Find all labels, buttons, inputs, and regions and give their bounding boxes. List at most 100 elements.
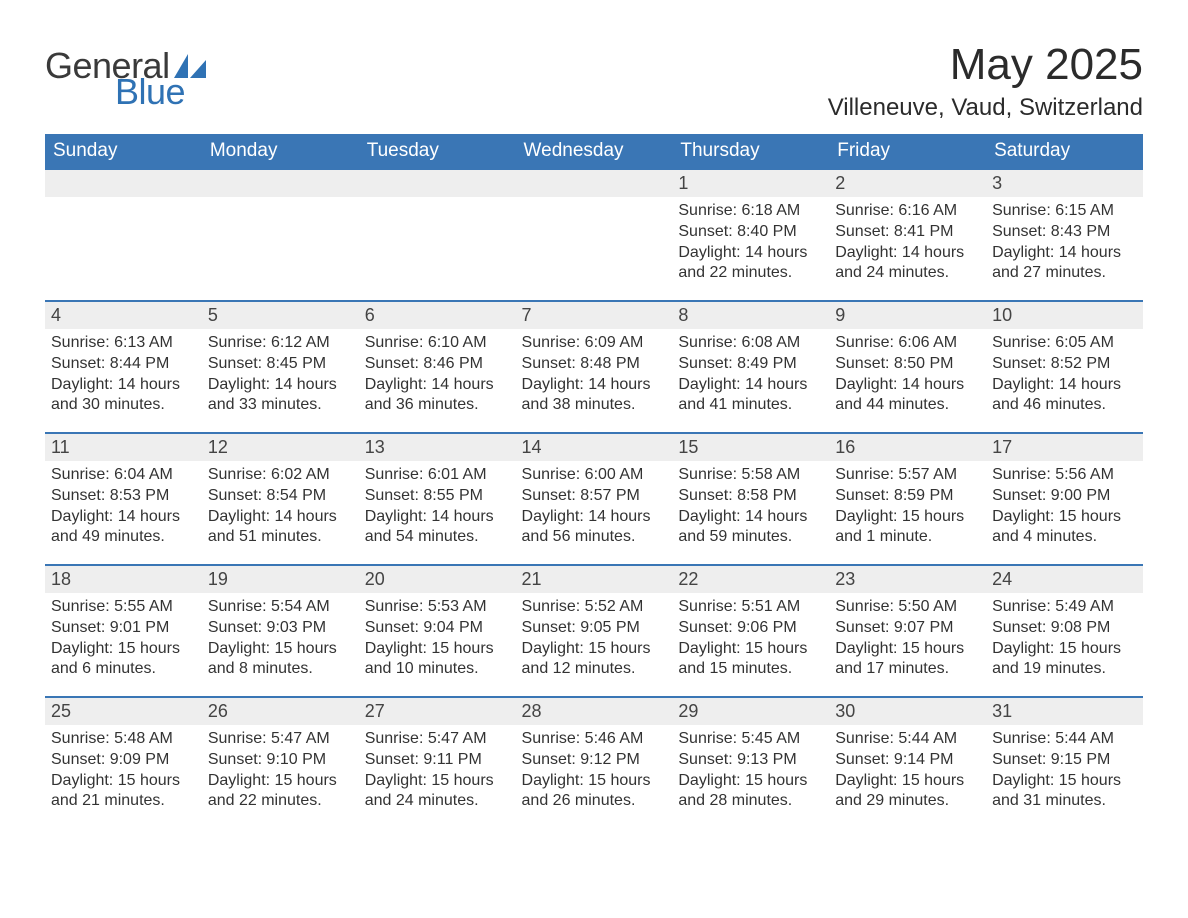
day-details: Sunrise: 6:13 AMSunset: 8:44 PMDaylight:… [45, 329, 202, 420]
daylight-text: Daylight: 15 hours and 31 minutes. [992, 771, 1137, 813]
sunrise-text: Sunrise: 5:52 AM [522, 597, 667, 618]
daylight-text: Daylight: 14 hours and 54 minutes. [365, 507, 510, 549]
day-details: Sunrise: 5:44 AMSunset: 9:15 PMDaylight:… [986, 725, 1143, 816]
calendar-day-cell: 9Sunrise: 6:06 AMSunset: 8:50 PMDaylight… [829, 301, 986, 433]
day-details: Sunrise: 5:58 AMSunset: 8:58 PMDaylight:… [672, 461, 829, 552]
sunrise-text: Sunrise: 5:47 AM [208, 729, 353, 750]
calendar-day-cell: 30Sunrise: 5:44 AMSunset: 9:14 PMDayligh… [829, 697, 986, 829]
calendar-day-cell: 27Sunrise: 5:47 AMSunset: 9:11 PMDayligh… [359, 697, 516, 829]
day-number: 9 [829, 302, 986, 329]
day-number: 24 [986, 566, 1143, 593]
calendar-day-cell: 19Sunrise: 5:54 AMSunset: 9:03 PMDayligh… [202, 565, 359, 697]
daylight-text: Daylight: 15 hours and 12 minutes. [522, 639, 667, 681]
calendar-day-cell: 14 Sunrise: 6:00 AMSunset: 8:57 PMDayligh… [516, 433, 673, 565]
sunrise-text: Sunrise: 5:49 AM [992, 597, 1137, 618]
sunset-text: Sunset: 8:49 PM [678, 354, 823, 375]
sunset-text: Sunset: 9:11 PM [365, 750, 510, 771]
sunset-text: Sunset: 8:46 PM [365, 354, 510, 375]
sunrise-text: Sunrise: 5:51 AM [678, 597, 823, 618]
month-title: May 2025 [828, 40, 1143, 90]
sunset-text: Sunset: 9:09 PM [51, 750, 196, 771]
day-details: Sunrise: 6:05 AMSunset: 8:52 PMDaylight:… [986, 329, 1143, 420]
daylight-text: Daylight: 14 hours and 36 minutes. [365, 375, 510, 417]
day-details: Sunrise: 6:02 AMSunset: 8:54 PMDaylight:… [202, 461, 359, 552]
sunrise-text: Sunrise: 5:47 AM [365, 729, 510, 750]
daylight-text: Daylight: 14 hours and 56 minutes. [522, 507, 667, 549]
sunset-text: Sunset: 8:59 PM [835, 486, 980, 507]
day-number: 4 [45, 302, 202, 329]
sunrise-text: Sunrise: 5:55 AM [51, 597, 196, 618]
calendar-week-row: 25Sunrise: 5:48 AMSunset: 9:09 PMDayligh… [45, 697, 1143, 829]
calendar-day-cell [359, 169, 516, 301]
empty-day-strip [516, 170, 673, 197]
day-details: Sunrise: 5:51 AMSunset: 9:06 PMDaylight:… [672, 593, 829, 684]
sunset-text: Sunset: 9:05 PM [522, 618, 667, 639]
daylight-text: Daylight: 14 hours and 49 minutes. [51, 507, 196, 549]
weekday-header: Thursday [672, 134, 829, 169]
sunrise-text: Sunrise: 6:02 AM [208, 465, 353, 486]
calendar-week-row: 4Sunrise: 6:13 AMSunset: 8:44 PMDaylight… [45, 301, 1143, 433]
logo-word2: Blue [115, 74, 185, 110]
calendar-day-cell: 26Sunrise: 5:47 AMSunset: 9:10 PMDayligh… [202, 697, 359, 829]
daylight-text: Daylight: 15 hours and 24 minutes. [365, 771, 510, 813]
sunset-text: Sunset: 9:13 PM [678, 750, 823, 771]
daylight-text: Daylight: 14 hours and 59 minutes. [678, 507, 823, 549]
daylight-text: Daylight: 14 hours and 33 minutes. [208, 375, 353, 417]
sunrise-text: Sunrise: 6:04 AM [51, 465, 196, 486]
day-number: 11 [45, 434, 202, 461]
sunset-text: Sunset: 9:07 PM [835, 618, 980, 639]
daylight-text: Daylight: 15 hours and 26 minutes. [522, 771, 667, 813]
location-label: Villeneuve, Vaud, Switzerland [828, 94, 1143, 122]
weekday-header: Wednesday [516, 134, 673, 169]
calendar-day-cell: 18Sunrise: 5:55 AMSunset: 9:01 PMDayligh… [45, 565, 202, 697]
sunset-text: Sunset: 8:57 PM [522, 486, 667, 507]
daylight-text: Daylight: 15 hours and 17 minutes. [835, 639, 980, 681]
day-details: Sunrise: 5:47 AMSunset: 9:11 PMDaylight:… [359, 725, 516, 816]
calendar-week-row: 1Sunrise: 6:18 AMSunset: 8:40 PMDaylight… [45, 169, 1143, 301]
day-number: 1 [672, 170, 829, 197]
day-number: 30 [829, 698, 986, 725]
calendar-week-row: 18Sunrise: 5:55 AMSunset: 9:01 PMDayligh… [45, 565, 1143, 697]
day-number: 2 [829, 170, 986, 197]
sunset-text: Sunset: 9:15 PM [992, 750, 1137, 771]
day-number: 22 [672, 566, 829, 593]
sunrise-text: Sunrise: 5:53 AM [365, 597, 510, 618]
sunrise-text: Sunrise: 5:46 AM [522, 729, 667, 750]
sunrise-text: Sunrise: 5:44 AM [992, 729, 1137, 750]
sunset-text: Sunset: 9:06 PM [678, 618, 823, 639]
calendar-day-cell: 11 Sunrise: 6:04 AMSunset: 8:53 PMDayligh… [45, 433, 202, 565]
sunrise-text: Sunrise: 5:44 AM [835, 729, 980, 750]
sunrise-text: Sunrise: 6:18 AM [678, 201, 823, 222]
day-details: Sunrise: 5:49 AMSunset: 9:08 PMDaylight:… [986, 593, 1143, 684]
sunrise-text: Sunrise: 5:50 AM [835, 597, 980, 618]
calendar-day-cell: 10Sunrise: 6:05 AMSunset: 8:52 PMDayligh… [986, 301, 1143, 433]
day-details: Sunrise: 5:46 AMSunset: 9:12 PMDaylight:… [516, 725, 673, 816]
calendar-day-cell: 16Sunrise: 5:57 AMSunset: 8:59 PMDayligh… [829, 433, 986, 565]
day-number: 17 [986, 434, 1143, 461]
sunset-text: Sunset: 8:50 PM [835, 354, 980, 375]
empty-day-strip [359, 170, 516, 197]
daylight-text: Daylight: 14 hours and 30 minutes. [51, 375, 196, 417]
calendar-day-cell: 22Sunrise: 5:51 AMSunset: 9:06 PMDayligh… [672, 565, 829, 697]
day-details: Sunrise: 5:50 AMSunset: 9:07 PMDaylight:… [829, 593, 986, 684]
calendar-body: 1Sunrise: 6:18 AMSunset: 8:40 PMDaylight… [45, 169, 1143, 829]
day-details: Sunrise: 5:48 AMSunset: 9:09 PMDaylight:… [45, 725, 202, 816]
calendar-day-cell: 3Sunrise: 6:15 AMSunset: 8:43 PMDaylight… [986, 169, 1143, 301]
sunset-text: Sunset: 9:03 PM [208, 618, 353, 639]
day-details: Sunrise: 6:10 AMSunset: 8:46 PMDaylight:… [359, 329, 516, 420]
sunrise-text: Sunrise: 6:15 AM [992, 201, 1137, 222]
day-number: 21 [516, 566, 673, 593]
calendar-table: Sunday Monday Tuesday Wednesday Thursday… [45, 134, 1143, 829]
day-details: Sunrise: 5:45 AMSunset: 9:13 PMDaylight:… [672, 725, 829, 816]
daylight-text: Daylight: 15 hours and 4 minutes. [992, 507, 1137, 549]
day-details: Sunrise: 5:54 AMSunset: 9:03 PMDaylight:… [202, 593, 359, 684]
calendar-day-cell: 6Sunrise: 6:10 AMSunset: 8:46 PMDaylight… [359, 301, 516, 433]
sunset-text: Sunset: 8:53 PM [51, 486, 196, 507]
day-number: 10 [986, 302, 1143, 329]
day-number: 14 [516, 434, 673, 461]
sunset-text: Sunset: 8:58 PM [678, 486, 823, 507]
daylight-text: Daylight: 15 hours and 1 minute. [835, 507, 980, 549]
day-details: Sunrise: 6:09 AMSunset: 8:48 PMDaylight:… [516, 329, 673, 420]
sunrise-text: Sunrise: 6:00 AM [522, 465, 667, 486]
day-number: 25 [45, 698, 202, 725]
